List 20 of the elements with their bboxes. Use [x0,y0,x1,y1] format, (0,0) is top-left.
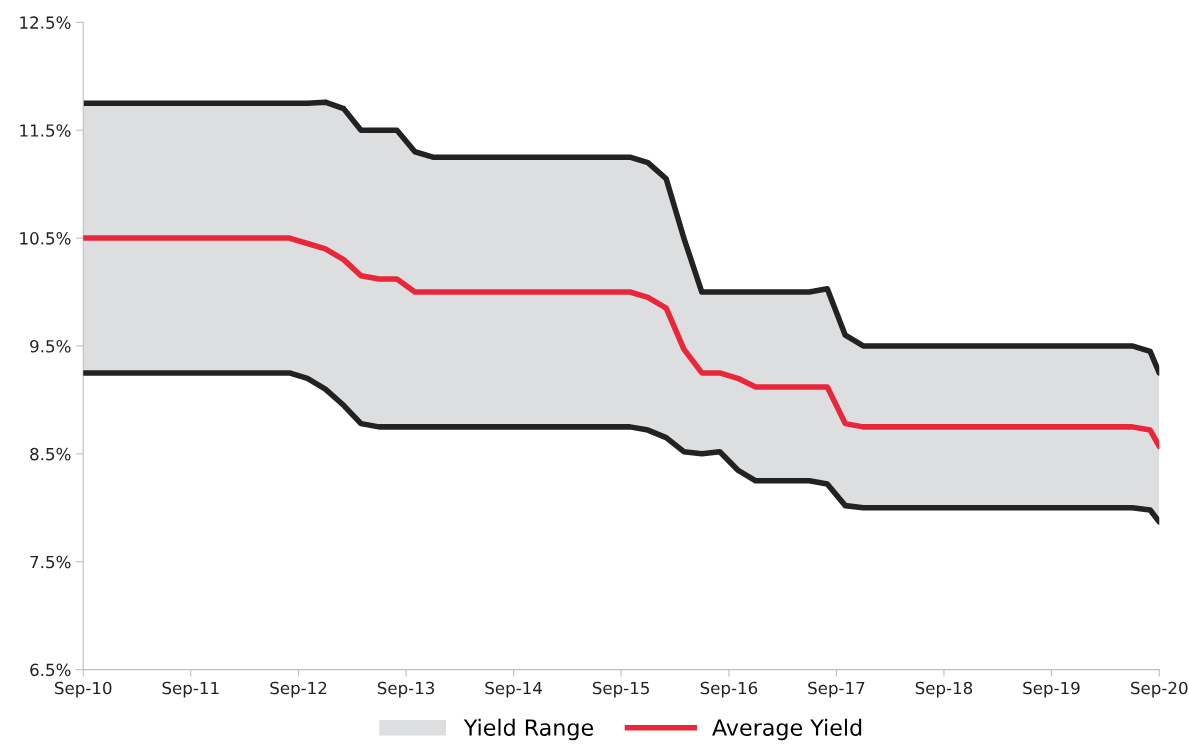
x-tick-label: Sep-15 [592,681,649,698]
x-tick-label: Sep-16 [700,681,758,698]
y-tick-label: 10.5% [20,232,71,245]
x-tick-label: Sep-12 [270,681,327,698]
y-tick-label: 8.5% [30,447,71,461]
y-tick-label: 12.5% [20,16,71,29]
x-tick-label: Sep-14 [485,681,542,698]
x-tick-label: Sep-19 [1023,681,1080,698]
y-tick-label: 9.5% [30,339,71,353]
legend-label: Yield Range [463,718,593,741]
x-tick-label: Sep-17 [808,681,865,698]
x-tick-label: Sep-20 [1131,681,1188,698]
x-tick-label: Sep-13 [377,681,435,698]
x-tick-label: Sep-10 [55,681,112,698]
y-tick-label: 6.5% [30,663,71,677]
y-tick-label: 11.5% [20,124,71,137]
y-tick-label: 7.5% [30,555,71,569]
legend-label: Average Yield [712,718,862,741]
x-tick-label: Sep-11 [162,681,219,698]
x-tick-label: Sep-18 [915,681,973,698]
